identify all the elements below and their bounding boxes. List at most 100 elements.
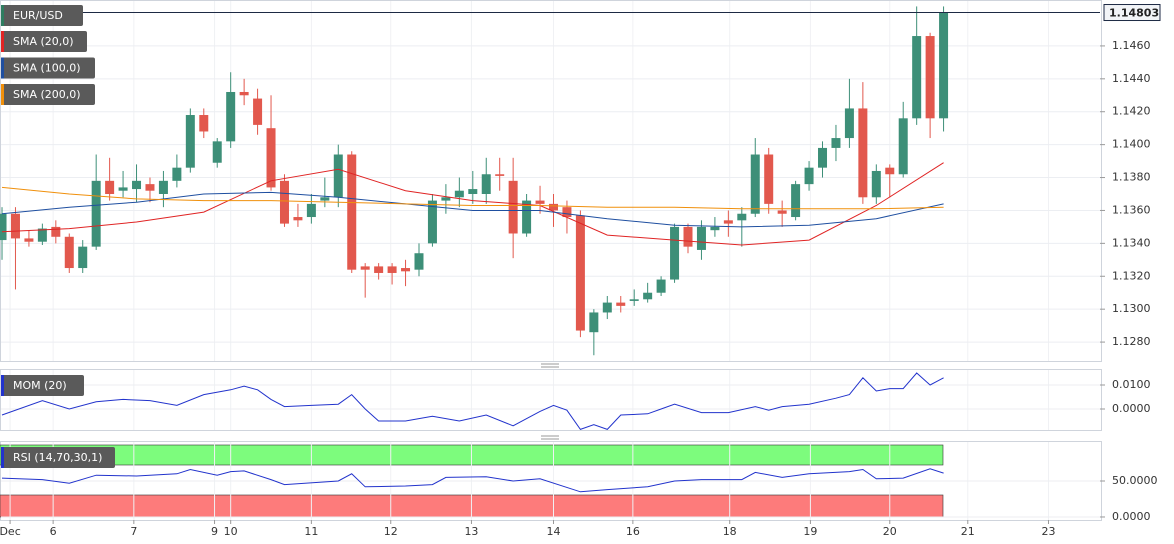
candle-body: [562, 207, 572, 218]
candle-body: [818, 147, 828, 168]
candle-body: [616, 302, 626, 306]
candle-body: [535, 200, 545, 204]
panel-resize-handle[interactable]: [541, 363, 559, 440]
x-tick-label: 23: [1041, 525, 1055, 538]
legend-button[interactable]: [1, 447, 115, 468]
candle-body: [91, 180, 101, 247]
legend-label: MOM (20): [13, 379, 67, 392]
legend-color-strip: [1, 447, 4, 468]
candle-body: [629, 299, 639, 301]
candle-body: [643, 292, 653, 300]
legend-label: SMA (200,0): [13, 88, 81, 101]
y-tick-label: 1.1380: [1112, 171, 1151, 184]
y-tick-label: 1.1340: [1112, 236, 1151, 249]
x-tick-label: 12: [384, 525, 398, 538]
candle-body: [737, 213, 747, 221]
y-tick-label: 1.1320: [1112, 269, 1151, 282]
legend-color-strip: [1, 84, 4, 105]
x-tick-label: 7: [130, 525, 137, 538]
x-tick-label: Dec: [0, 525, 21, 538]
candle-body: [279, 180, 289, 224]
candle-body: [226, 91, 236, 142]
x-tick-label: 19: [803, 525, 817, 538]
candle-body: [306, 203, 316, 218]
candle-body: [508, 180, 518, 234]
candle-body: [0, 213, 7, 241]
legend-label: SMA (100,0): [13, 62, 81, 75]
x-tick-label: 14: [546, 525, 560, 538]
candle-body: [10, 213, 20, 239]
candle-body: [132, 180, 142, 190]
candle-body: [333, 154, 343, 198]
candle-body: [804, 167, 814, 185]
candle-body: [589, 312, 599, 333]
x-tick-label: 11: [304, 525, 318, 538]
y-tick-label: 1.1420: [1112, 105, 1151, 118]
candle-body: [105, 180, 115, 194]
legend-button[interactable]: [1, 375, 84, 396]
legend-label: SMA (20,0): [13, 35, 74, 48]
candle-body: [710, 226, 720, 231]
candle-body: [777, 210, 787, 214]
candle-body: [683, 226, 693, 247]
candle-body: [885, 167, 895, 175]
indicator-line: [1, 468, 944, 493]
candle-body: [898, 118, 908, 175]
candle-body: [925, 36, 935, 119]
candle-body: [522, 200, 532, 234]
y-tick-label: 0.0000: [1112, 510, 1151, 523]
candle-body: [158, 180, 168, 194]
x-tick-label: 9: [211, 525, 218, 538]
candle-body: [831, 138, 841, 148]
candle-body: [347, 154, 357, 270]
legend-label: EUR/USD: [13, 9, 63, 22]
candle-body: [844, 108, 854, 139]
candle-body: [145, 184, 155, 191]
y-tick-label: 0.0000: [1112, 402, 1151, 415]
candle-body: [374, 266, 384, 273]
x-tick-label: 16: [626, 525, 640, 538]
candle-body: [64, 236, 74, 269]
x-tick-label: 10: [224, 525, 238, 538]
candle-body: [602, 302, 612, 313]
x-tick-label: 13: [464, 525, 478, 538]
candle-body: [253, 98, 263, 125]
candle-body: [199, 115, 209, 132]
legend-label: RSI (14,70,30,1): [13, 451, 102, 464]
candle-body: [454, 190, 464, 198]
candle-body: [401, 268, 411, 272]
legend-button[interactable]: [1, 84, 95, 105]
candle-body: [24, 238, 34, 242]
y-tick-label: 1.1300: [1112, 302, 1151, 315]
y-tick-label: 50.0000: [1112, 474, 1158, 487]
candle-body: [185, 115, 195, 168]
candle-body: [441, 197, 451, 201]
x-tick-label: 20: [883, 525, 897, 538]
y-tick-label: 1.1360: [1112, 203, 1151, 216]
legend-button[interactable]: [1, 31, 87, 52]
candle-body: [939, 12, 949, 119]
candle-body: [468, 189, 478, 194]
candle-body: [764, 154, 774, 204]
y-tick-label: 1.1460: [1112, 39, 1151, 52]
indicator-line: [1, 372, 944, 430]
candle-body: [293, 217, 303, 221]
candle-body: [656, 279, 666, 293]
candle-body: [414, 253, 424, 270]
legend-button[interactable]: [1, 57, 95, 79]
indicator-line: [1, 162, 944, 246]
candle-body: [575, 215, 585, 331]
legend-color-strip: [1, 375, 4, 396]
y-tick-label: 1.1400: [1112, 138, 1151, 151]
candle-body: [723, 220, 733, 224]
legend-color-strip: [1, 31, 4, 52]
candle-body: [212, 141, 222, 163]
candle-body: [495, 174, 505, 176]
candle-body: [387, 266, 397, 273]
legend-button[interactable]: [1, 5, 83, 26]
x-tick-label: 21: [961, 525, 975, 538]
y-tick-label: 0.0100: [1112, 378, 1151, 391]
candle-body: [912, 36, 922, 119]
candle-body: [871, 170, 881, 198]
